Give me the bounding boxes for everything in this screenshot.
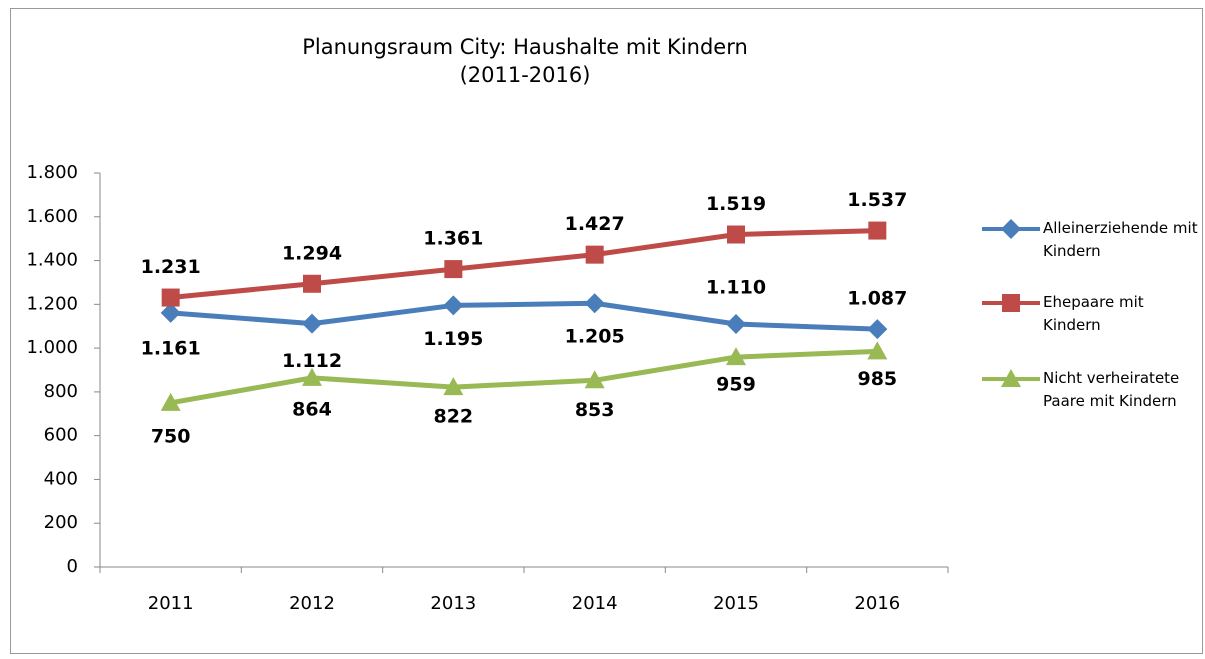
y-tick-label: 1.800 [26, 162, 78, 183]
line-marker [868, 221, 887, 240]
line-marker [302, 367, 322, 386]
line-marker [160, 302, 181, 323]
line-marker [726, 347, 746, 366]
series-line [170, 348, 878, 406]
line-marker [443, 377, 464, 396]
data-label: 1.427 [565, 213, 625, 235]
line-marker [727, 225, 745, 244]
y-tick-label: 0 [67, 556, 78, 577]
line-marker [1001, 219, 1021, 239]
line-marker [584, 293, 605, 314]
data-label: 822 [433, 406, 473, 428]
data-label: 959 [716, 374, 756, 396]
data-label: 1.294 [282, 242, 342, 264]
x-tick-label: 2016 [854, 593, 900, 614]
data-label: 985 [857, 368, 897, 390]
data-label: 1.519 [706, 193, 766, 215]
series-line [170, 300, 878, 332]
x-tick-label: 2013 [430, 593, 476, 614]
y-tick-label: 1.400 [26, 250, 78, 271]
x-tick-label: 2014 [572, 593, 618, 614]
line-marker [584, 370, 605, 389]
data-label: 750 [151, 425, 191, 447]
data-label: 1.231 [141, 256, 201, 278]
chart-title: Planungsraum City: Haushalte mit Kindern [302, 35, 748, 59]
legend-label: Nicht verheiratete Paare mit Kindern [1043, 369, 1180, 410]
y-tick-label: 1.200 [26, 293, 78, 314]
line-marker [585, 245, 604, 264]
y-tick-label: 200 [44, 512, 78, 533]
line-marker [444, 260, 463, 279]
data-label: 1.112 [282, 350, 342, 372]
y-tick-label: 400 [44, 468, 78, 489]
line-marker [726, 314, 746, 335]
chart-title: (2011-2016) [460, 63, 591, 87]
line-marker [867, 319, 888, 340]
data-label: 1.161 [141, 337, 201, 359]
y-tick-label: 1.000 [26, 337, 78, 358]
y-tick-label: 600 [44, 425, 78, 446]
data-label: 1.361 [423, 228, 483, 250]
legend-label: Alleinerziehende mit Kindern [1043, 219, 1198, 260]
line-marker [303, 274, 321, 293]
data-label: 864 [292, 398, 332, 420]
x-tick-label: 2011 [148, 593, 194, 614]
line-marker [443, 295, 464, 316]
data-label: 1.087 [847, 288, 907, 310]
y-tick-label: 1.600 [26, 206, 78, 227]
data-label: 1.537 [847, 189, 907, 211]
line-marker [302, 313, 322, 334]
line-marker [161, 288, 180, 307]
line-marker [1001, 369, 1021, 387]
legend-label: Ehepaare mit Kindern [1043, 293, 1144, 334]
data-label: 1.205 [565, 326, 625, 348]
y-tick-label: 800 [44, 381, 78, 402]
data-label: 1.195 [423, 328, 483, 350]
line-marker [1002, 294, 1020, 312]
x-tick-label: 2015 [713, 593, 759, 614]
series-line [170, 228, 878, 301]
x-tick-label: 2012 [289, 593, 335, 614]
line-marker [160, 392, 181, 411]
chart-frame [10, 8, 1203, 654]
line-marker [867, 341, 888, 360]
data-label: 853 [575, 399, 615, 421]
data-label: 1.110 [706, 277, 766, 299]
